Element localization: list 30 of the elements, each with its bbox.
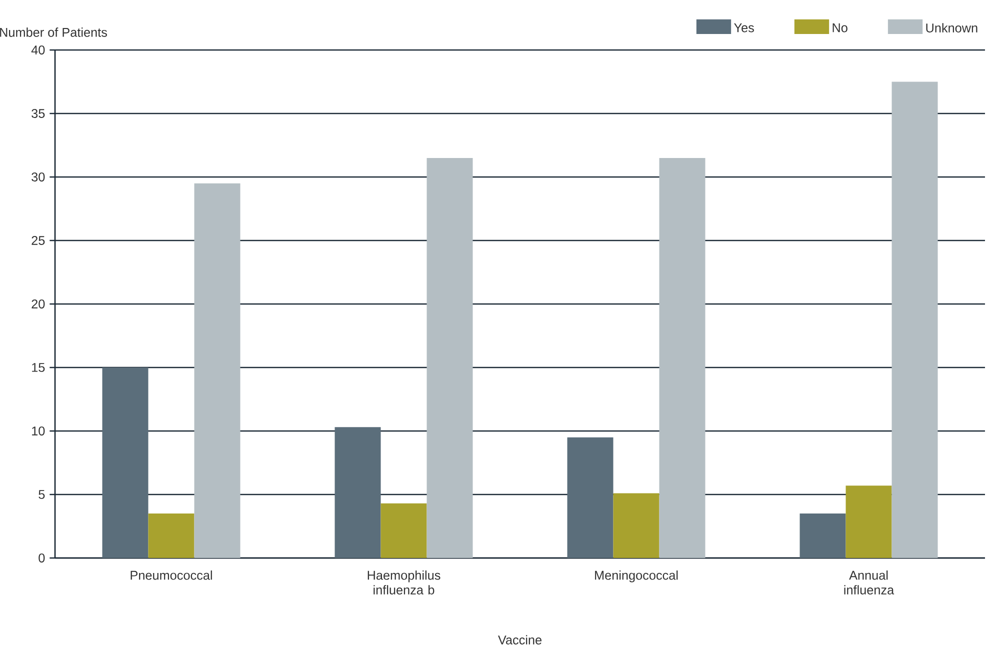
bar — [380, 503, 427, 558]
bar — [148, 514, 194, 558]
x-tick-label: Annual influenza — [844, 570, 894, 594]
bar — [892, 82, 938, 558]
legend-label: Yes — [734, 23, 754, 32]
legend-label: Unknown — [926, 23, 978, 32]
x-tick-label: Meningococcal — [595, 570, 678, 582]
bar — [102, 367, 148, 558]
bar — [659, 158, 706, 558]
x-tick-label: Pneumococcal — [130, 570, 212, 580]
y-tick-label: 25 — [32, 236, 45, 245]
bar — [846, 486, 892, 558]
y-tick-label: 20 — [32, 300, 45, 308]
bar — [613, 493, 660, 558]
bar — [567, 437, 614, 558]
x-tick-label: Haemophilus influenza b — [368, 570, 440, 594]
y-tick-label: 35 — [32, 109, 45, 118]
y-tick-label: 15 — [32, 363, 45, 372]
y-tick-label: 5 — [38, 490, 45, 499]
y-tick-label: 10 — [32, 426, 45, 436]
legend-label: No — [832, 23, 848, 32]
bar — [426, 158, 473, 558]
bar — [194, 183, 240, 558]
bar — [800, 514, 846, 558]
y-tick-label: 0 — [38, 554, 45, 562]
bar — [334, 427, 381, 558]
y-tick-label: 30 — [32, 172, 45, 182]
x-axis-title: Vaccine — [498, 635, 542, 644]
y-axis-title: Number of Patients — [0, 28, 107, 37]
y-tick-label: 40 — [31, 46, 45, 54]
